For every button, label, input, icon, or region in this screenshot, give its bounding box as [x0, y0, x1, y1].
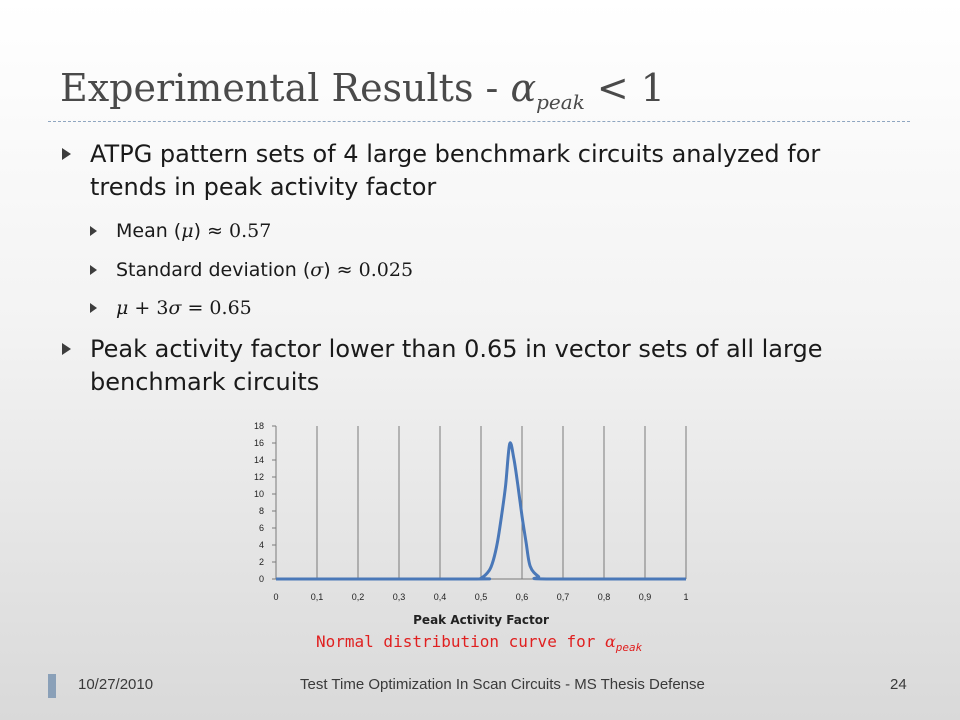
x-tick-label: 0,8	[598, 592, 611, 602]
chart-caption: Normal distribution curve for αpeak	[316, 632, 643, 654]
peak-activity-chart: 0 0,1 0,2 0,3 0,4 0,5 0,6 0,7 0,8 0,9 102468101214…	[254, 421, 689, 627]
sd-value: 0.025	[358, 259, 414, 281]
bullet-arrow-icon	[62, 343, 71, 355]
series-line	[276, 441, 686, 581]
x-tick-label: 0,2	[352, 592, 365, 602]
y-tick-label: 2	[259, 557, 264, 567]
mean-symbol: μ	[181, 220, 194, 242]
subbullet-arrow-icon	[90, 226, 97, 236]
y-tick-label: 10	[254, 489, 264, 499]
y-tick-label: 4	[259, 540, 264, 550]
title-subscript: peak	[536, 90, 585, 114]
subbullet-sd: Standard deviation (σ) ≈ 0.025	[116, 257, 413, 283]
y-tick-label: 8	[259, 506, 264, 516]
slide-title: Experimental Results - αpeak < 1	[60, 66, 665, 114]
sd-label: Standard deviation (	[116, 259, 311, 281]
footer-date: 10/27/2010	[78, 676, 154, 693]
x-tick-label: 0,6	[516, 592, 529, 602]
sum-sigma: σ	[168, 297, 182, 319]
title-divider	[48, 121, 910, 122]
x-tick-label: 0,5	[475, 592, 488, 602]
y-tick-label: 0	[259, 574, 264, 584]
x-tick-label: 1	[683, 592, 688, 602]
mean-label: Mean (	[116, 220, 182, 242]
sum-mu: μ	[116, 297, 129, 319]
title-alpha: α	[510, 66, 537, 110]
y-tick-label: 16	[254, 438, 264, 448]
subbullet-arrow-icon	[90, 265, 97, 275]
mean-relation: ) ≈	[193, 220, 230, 242]
subbullet-arrow-icon	[90, 303, 97, 313]
caption-alpha: α	[604, 632, 616, 651]
x-tick-label: 0,1	[311, 592, 324, 602]
x-axis-label: Peak Activity Factor	[413, 613, 549, 627]
x-tick-label: 0,3	[393, 592, 406, 602]
mean-value: 0.57	[229, 220, 272, 242]
y-tick-label: 14	[254, 455, 264, 465]
y-tick-label: 12	[254, 472, 264, 482]
sum-plus: + 3	[128, 297, 169, 319]
caption-subscript: peak	[615, 641, 643, 654]
caption-text: Normal distribution curve for	[316, 632, 605, 651]
title-relation: < 1	[584, 66, 665, 110]
x-tick-label: 0,9	[639, 592, 652, 602]
x-tick-label: 0,4	[434, 592, 447, 602]
y-tick-label: 6	[259, 523, 264, 533]
subbullet-mean: Mean (μ) ≈ 0.57	[116, 218, 271, 244]
title-text: Experimental Results -	[60, 66, 511, 110]
footer-center-text: Test Time Optimization In Scan Circuits …	[300, 676, 705, 693]
sum-result: = 0.65	[181, 297, 252, 319]
sd-relation: ) ≈	[323, 259, 359, 281]
subbullet-sum: μ + 3σ = 0.65	[116, 295, 252, 321]
y-tick-label: 18	[254, 421, 264, 431]
bullet-1: ATPG pattern sets of 4 large benchmark c…	[90, 140, 821, 201]
footer-accent-bar	[48, 674, 56, 698]
x-tick-label: 0	[273, 592, 278, 602]
bullet-2: Peak activity factor lower than 0.65 in …	[90, 335, 823, 396]
x-tick-label: 0,7	[557, 592, 570, 602]
footer-page-number: 24	[890, 676, 907, 693]
bullet-arrow-icon	[62, 148, 71, 160]
sd-symbol: σ	[310, 259, 324, 281]
